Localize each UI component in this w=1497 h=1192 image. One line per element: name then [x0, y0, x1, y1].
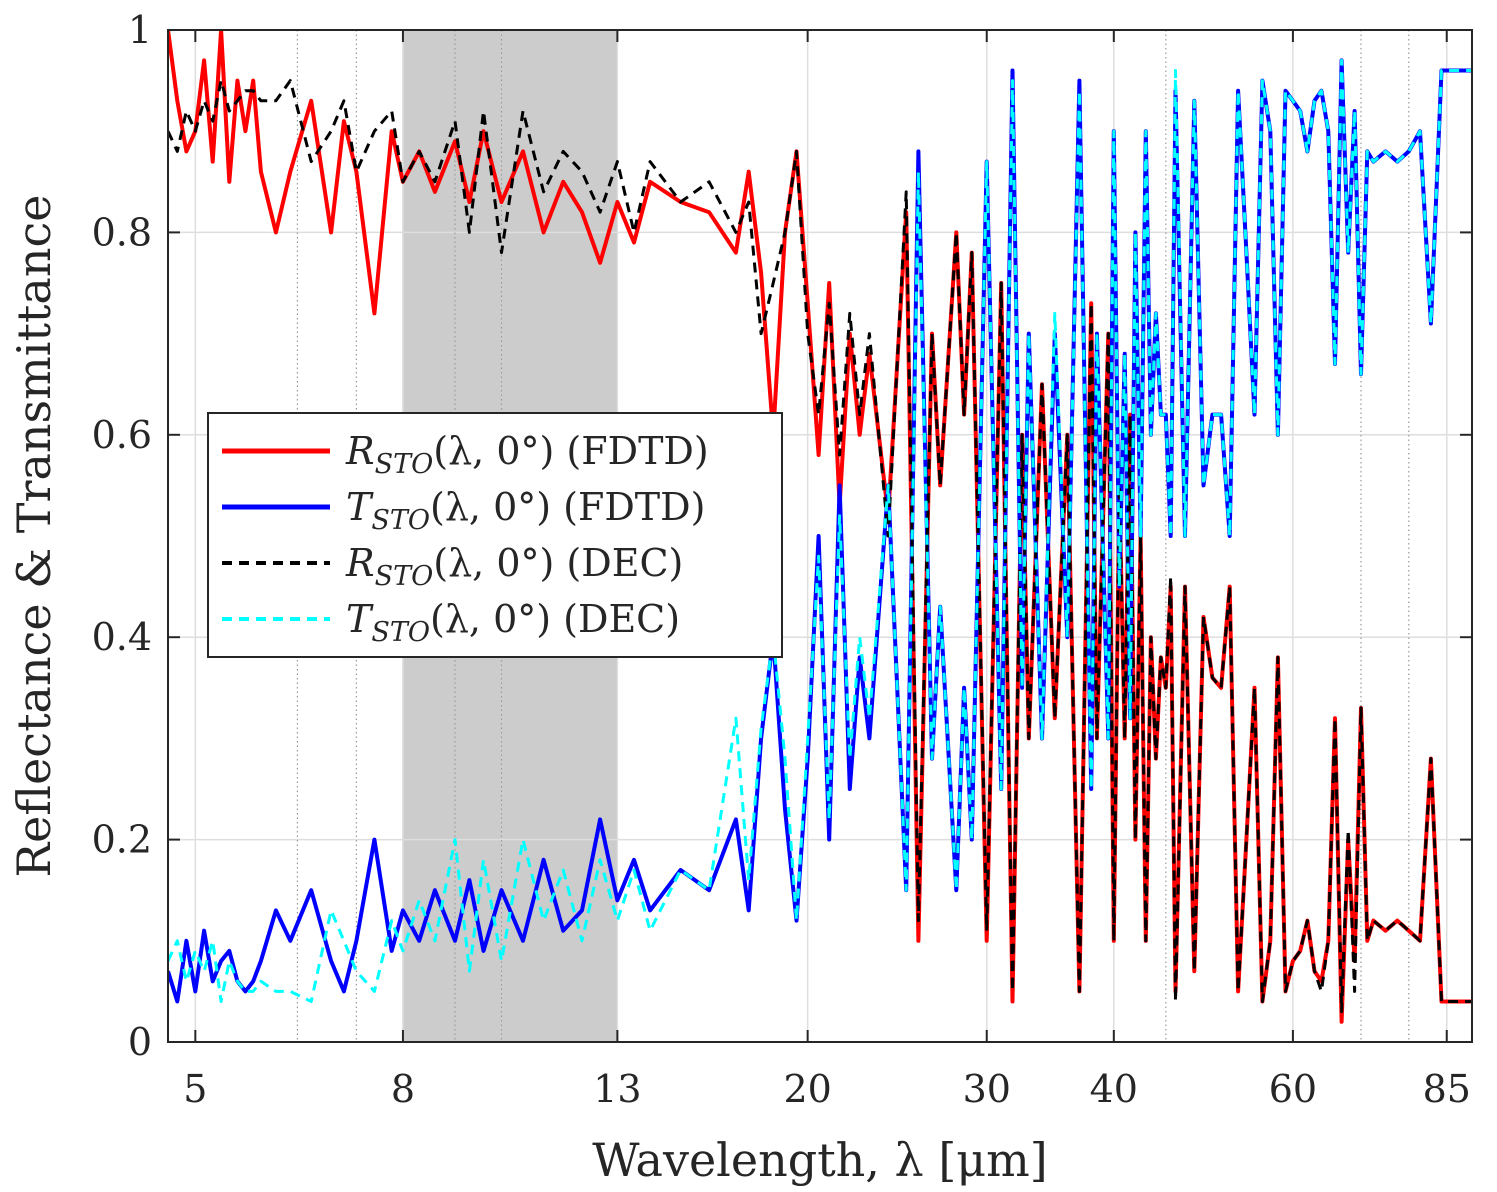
legend-label-2: TSTO(λ, 0°) (FDTD)	[346, 485, 705, 536]
x-tick-label: 30	[963, 1067, 1011, 1111]
x-tick-label: 40	[1090, 1067, 1138, 1111]
x-tick-label: 5	[183, 1067, 207, 1111]
y-axis-label: Reflectance & Transmittance	[7, 195, 61, 878]
x-tick-label: 20	[783, 1067, 831, 1111]
y-tick-labels: 0 0.2 0.4 0.6 0.8 1	[92, 8, 152, 1064]
legend: RSTO(λ, 0°) (FDTD)TSTO(λ, 0°) (FDTD)RSTO…	[207, 412, 783, 658]
legend-box	[207, 412, 783, 658]
legend-label-3: RSTO(λ, 0°) (DEC)	[345, 541, 683, 592]
legend-label-1: RSTO(λ, 0°) (FDTD)	[345, 429, 709, 480]
x-tick-labels: 5 8 13 20 30 40 60 85	[183, 1067, 1471, 1111]
y-tick-label: 1	[128, 8, 152, 52]
x-tick-label: 60	[1269, 1067, 1317, 1111]
x-tick-label: 85	[1423, 1067, 1471, 1111]
y-tick-label: 0.8	[92, 210, 152, 254]
series-line-3	[168, 79, 1472, 1014]
x-tick-label: 8	[391, 1067, 415, 1111]
y-tick-label: 0	[128, 1020, 152, 1064]
axes	[167, 29, 1473, 1043]
y-tick-label: 0.2	[92, 818, 152, 862]
series-lines	[168, 30, 1472, 1024]
series-line-4	[168, 58, 1472, 1003]
x-tick-label: 13	[593, 1067, 641, 1111]
axes-box	[167, 29, 1473, 1043]
legend-label-4: TSTO(λ, 0°) (DEC)	[346, 597, 680, 648]
x-axis-label: Wavelength, λ [μm]	[592, 1133, 1047, 1187]
y-tick-label: 0.4	[92, 615, 152, 659]
y-tick-label: 0.6	[92, 413, 152, 457]
